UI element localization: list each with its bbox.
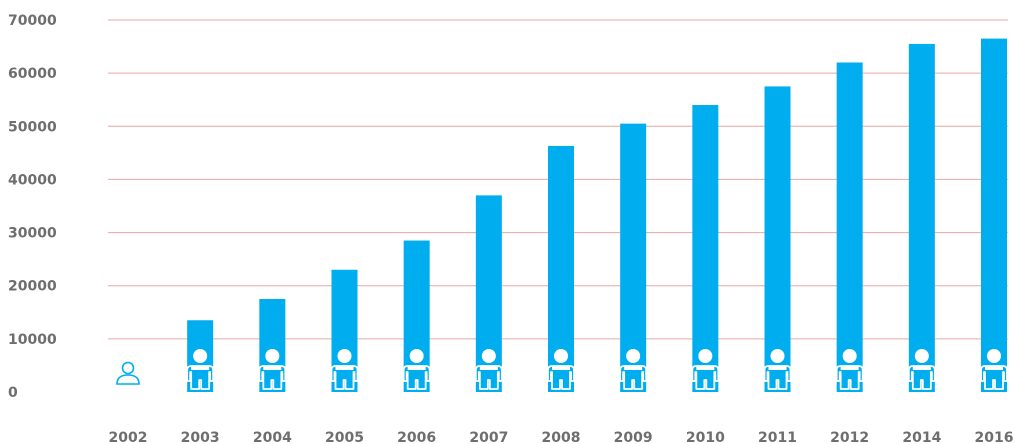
y-tick-label: 60000	[8, 66, 57, 82]
bar	[620, 123, 647, 392]
x-tick-label: 2007	[469, 430, 508, 444]
person-outline-icon	[116, 361, 140, 385]
person-icon	[402, 349, 431, 390]
y-tick-label: 0	[8, 385, 18, 401]
x-tick-label: 2014	[902, 430, 941, 444]
person-icon	[763, 349, 792, 390]
y-tick-label: 10000	[8, 332, 57, 348]
person-icon	[691, 349, 720, 390]
y-axis: 0 10000 20000 30000 40000 50000 60000 70000	[8, 13, 57, 401]
x-tick-label: 2002	[109, 430, 148, 444]
bar	[836, 62, 863, 393]
x-axis: 2002 2003 2004 2005 2006 2007 2008 2009 2010 2011…	[109, 430, 1014, 444]
person-icons	[116, 349, 1008, 390]
x-tick-label: 2004	[253, 430, 292, 444]
person-icon	[330, 349, 359, 390]
person-icon	[474, 349, 503, 390]
x-tick-label: 2005	[325, 430, 364, 444]
person-icon	[619, 349, 648, 390]
person-icon	[186, 349, 215, 390]
y-tick-label: 40000	[8, 172, 57, 188]
x-tick-label: 2011	[758, 430, 797, 444]
bar	[692, 105, 719, 393]
person-icon	[547, 349, 575, 390]
person-icon	[980, 349, 1008, 390]
y-tick-label: 20000	[8, 279, 57, 295]
x-tick-label: 2012	[830, 430, 869, 444]
person-icon	[907, 349, 936, 390]
x-tick-label: 2010	[686, 430, 725, 444]
y-tick-label: 70000	[8, 13, 57, 29]
bar	[981, 38, 1007, 392]
bar	[908, 43, 935, 393]
x-tick-label: 2009	[614, 430, 653, 444]
x-tick-label: 2006	[397, 430, 436, 444]
person-icon	[258, 349, 287, 390]
x-tick-label: 2016	[975, 430, 1014, 444]
y-tick-label: 30000	[8, 226, 57, 242]
x-tick-label: 2008	[542, 430, 581, 444]
y-tick-label: 50000	[8, 119, 57, 135]
person-icon	[835, 349, 864, 390]
bar	[764, 86, 791, 392]
x-tick-label: 2003	[181, 430, 220, 444]
